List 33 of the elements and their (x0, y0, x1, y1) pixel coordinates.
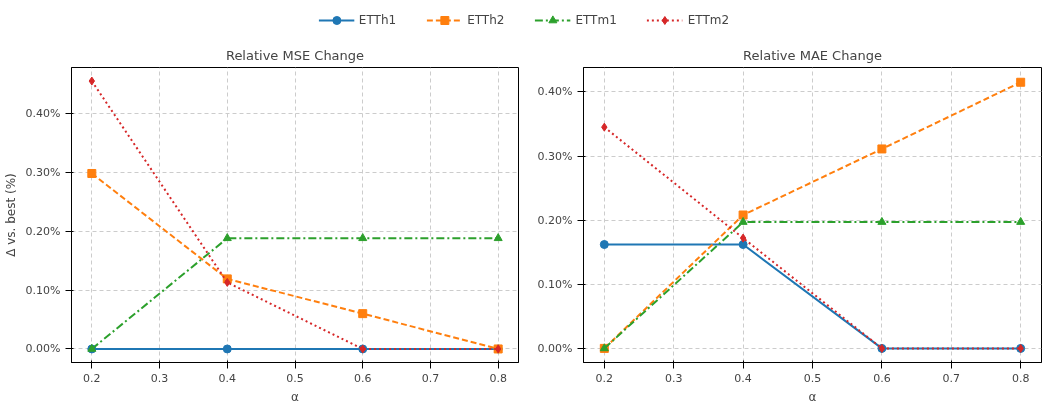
y-axis-title: Δ vs. best (%) (3, 173, 18, 257)
y-tick-label: 0.20% (537, 213, 573, 227)
x-tick-label: 0.3 (150, 371, 169, 385)
legend-label: ETTh1 (358, 13, 397, 27)
chart-title: Relative MSE Change (225, 47, 365, 63)
y-tick-label: 0.10% (25, 283, 61, 297)
x-tick-label: 0.4 (218, 371, 237, 385)
x-tick-label: 0.8 (1011, 371, 1030, 385)
x-axis-title: α (291, 389, 300, 404)
x-tick-label: 0.2 (83, 371, 101, 385)
y-tick-label: 0.30% (25, 165, 61, 179)
x-tick-label: 0.3 (664, 371, 683, 385)
x-tick-label: 0.6 (873, 371, 891, 385)
y-tick-label: 0.40% (25, 106, 61, 120)
legend-label: ETTm1 (575, 13, 617, 27)
x-tick-label: 0.5 (803, 371, 822, 385)
x-tick-label: 0.7 (942, 371, 961, 385)
y-tick-label: 0.30% (537, 149, 573, 163)
x-tick-label: 0.2 (595, 371, 614, 385)
x-tick-label: 0.6 (353, 371, 372, 385)
y-tick-label: 0.00% (25, 342, 61, 356)
y-tick-label: 0.40% (537, 85, 573, 99)
legend-label: ETTm2 (687, 13, 730, 27)
x-tick-label: 0.7 (421, 371, 440, 385)
y-tick-label: 0.10% (537, 277, 573, 291)
x-axis-title: α (808, 389, 817, 404)
x-tick-label: 0.5 (286, 371, 304, 385)
x-tick-label: 0.4 (734, 371, 752, 385)
y-tick-label: 0.00% (537, 341, 573, 355)
chart-title: Relative MAE Change (743, 47, 882, 63)
x-tick-label: 0.8 (489, 371, 507, 385)
legend-label: ETTh2 (467, 13, 505, 27)
y-tick-label: 0.20% (25, 224, 61, 238)
